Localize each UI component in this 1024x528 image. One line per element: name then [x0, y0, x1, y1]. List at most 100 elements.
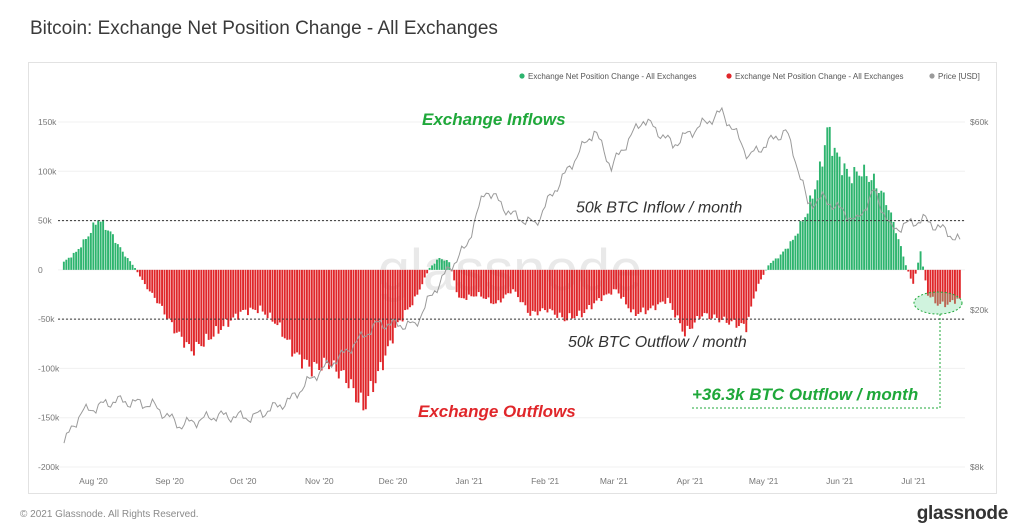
bar — [818, 161, 821, 270]
bar — [642, 269, 645, 308]
bar — [492, 269, 495, 305]
bar — [683, 269, 686, 337]
bar — [104, 229, 107, 270]
bar — [882, 192, 885, 270]
bar — [158, 269, 161, 304]
brand-logo-text: glassnode — [916, 503, 1009, 524]
bar — [382, 269, 384, 371]
bar — [620, 269, 623, 299]
bar — [512, 269, 515, 290]
bar — [161, 269, 163, 306]
x-tick-label: Sep '20 — [155, 476, 184, 486]
legend-marker — [726, 73, 732, 79]
bar — [153, 269, 156, 298]
chart-panel — [28, 62, 997, 494]
bar — [826, 127, 829, 270]
bar — [563, 269, 566, 322]
bar — [799, 221, 802, 270]
bar — [777, 258, 780, 270]
bar — [752, 269, 755, 299]
bar — [163, 269, 166, 315]
bar — [939, 269, 942, 304]
y-tick-label: 0 — [38, 265, 43, 275]
y-right-tick-label: $60k — [970, 117, 989, 127]
bar — [391, 269, 394, 344]
bar — [850, 183, 853, 270]
bar — [458, 269, 461, 298]
y-axis-left: 150k 100k 50k 0 -50k -100k -150k -200k — [38, 117, 60, 472]
bar — [131, 264, 134, 270]
bar — [659, 269, 662, 303]
bars-group — [62, 126, 961, 411]
bar — [254, 269, 257, 310]
bar — [946, 269, 949, 305]
bar — [143, 269, 146, 285]
bar — [556, 269, 559, 318]
y-axis-right: $60k $20k $8k — [970, 117, 989, 472]
bar — [92, 222, 95, 270]
bar — [202, 269, 205, 347]
bar — [909, 269, 912, 279]
bar — [718, 269, 721, 323]
bar — [350, 269, 353, 380]
x-tick-label: Mar '21 — [600, 476, 628, 486]
bar — [261, 269, 264, 312]
bar — [494, 269, 497, 304]
bar — [956, 269, 959, 299]
bar — [107, 230, 109, 270]
bar — [156, 269, 159, 304]
bar — [517, 269, 519, 298]
x-axis: Aug '20 Sep '20 Oct '20 Nov '20 Dec '20 Jan '… — [79, 476, 926, 486]
bar — [266, 269, 269, 319]
bar — [944, 269, 947, 308]
bar — [418, 269, 421, 290]
bar — [841, 175, 843, 270]
bar — [681, 269, 684, 332]
bar — [367, 269, 370, 397]
bar — [791, 239, 794, 270]
bar — [637, 269, 640, 314]
bar — [224, 269, 227, 320]
bar — [796, 233, 799, 270]
chart-title: Bitcoin: Exchange Net Position Change - … — [30, 18, 498, 39]
bar — [242, 269, 244, 311]
bar — [355, 269, 357, 403]
x-tick-label: May '21 — [749, 476, 779, 486]
bar — [774, 258, 777, 270]
bar — [195, 269, 198, 342]
bar — [190, 269, 193, 352]
bar — [121, 251, 124, 270]
bar — [212, 269, 215, 337]
bar — [814, 189, 816, 270]
bar — [99, 221, 102, 270]
bar — [249, 269, 252, 308]
bar — [578, 269, 581, 311]
bar — [521, 269, 524, 303]
bar — [377, 269, 380, 372]
bar — [220, 269, 222, 330]
bar — [605, 269, 608, 295]
bar — [865, 176, 868, 270]
bar — [335, 269, 338, 372]
bar — [696, 269, 699, 317]
bar — [730, 269, 733, 322]
bar — [94, 224, 97, 270]
bar — [703, 269, 706, 314]
bar — [330, 269, 333, 367]
bar — [180, 269, 183, 337]
bar — [723, 269, 726, 317]
bar — [175, 269, 178, 333]
bar — [386, 269, 389, 347]
bar — [421, 269, 424, 285]
bar — [784, 248, 787, 270]
annotation-outflows: Exchange Outflows — [418, 402, 576, 421]
reference-line-label: 50k BTC Outflow / month — [568, 334, 747, 351]
bar — [698, 269, 701, 319]
bar — [399, 269, 402, 321]
bar — [288, 269, 291, 340]
bar — [546, 269, 549, 313]
bar — [860, 176, 863, 270]
bar — [455, 269, 458, 293]
legend-label: Price [USD] — [938, 72, 980, 81]
bar — [585, 269, 588, 310]
